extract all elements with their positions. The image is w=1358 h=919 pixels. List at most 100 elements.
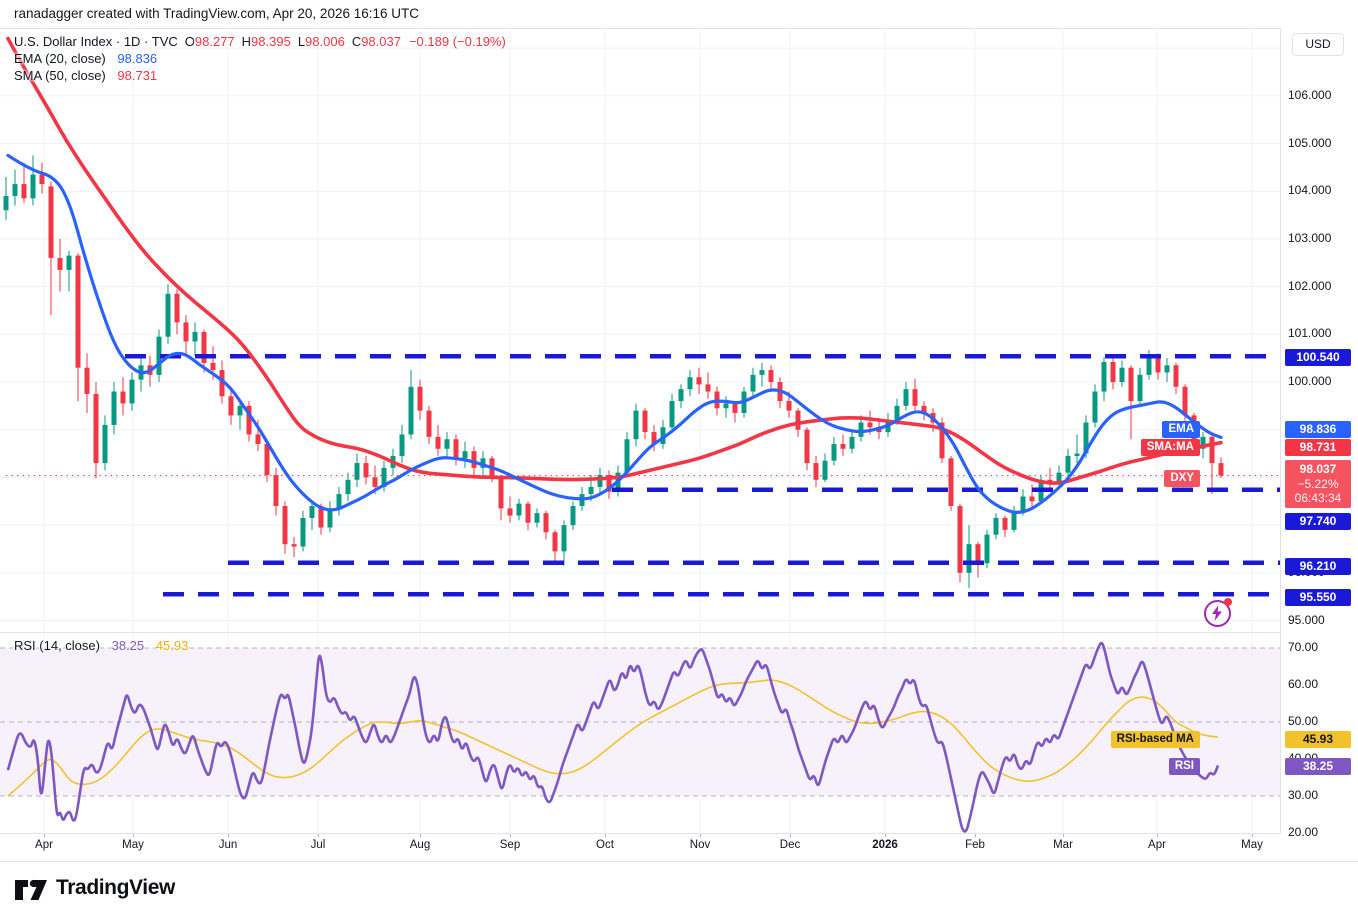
dxy-tag: DXY (1164, 469, 1200, 487)
time-axis-label: Sep (499, 839, 521, 851)
time-axis-tick (975, 833, 976, 837)
ema-legend-label[interactable]: EMA (20, close) (14, 51, 106, 66)
rsi-legend-value: 38.25 (111, 638, 145, 653)
chart-area[interactable]: U.S. Dollar Index · 1D · TVC O98.277 H98.3… (0, 28, 1280, 833)
ema-tag: EMA (1162, 420, 1200, 438)
rsi-axis-tick: 70.00 (1288, 640, 1319, 654)
time-axis-label: Apr (1148, 839, 1166, 851)
flash-icon[interactable] (1204, 598, 1232, 627)
ohlc-key: L (297, 34, 306, 49)
rsi-line (6, 641, 1220, 833)
time-axis-tick (133, 833, 134, 837)
level-label-96210: 96.210 (1285, 557, 1351, 575)
change-value: −0.189 (−0.19%) (408, 34, 506, 49)
currency-button[interactable]: USD (1292, 33, 1344, 56)
price-axis-tick: 106.000 (1288, 87, 1332, 102)
last-price-label: 98.037 −5.22% 06:43:34 (1285, 460, 1351, 508)
time-axis-tick (228, 833, 229, 837)
time-axis-tick (1063, 833, 1064, 837)
time-axis-label: Feb (965, 839, 985, 851)
time-axis-label: Oct (596, 839, 614, 851)
time-axis-tick (1157, 833, 1158, 837)
time-axis-label: May (1241, 839, 1263, 851)
price-axis-tick: 101.000 (1288, 326, 1332, 341)
time-axis-tick (885, 833, 886, 837)
sma-value-label: 98.731 (1285, 438, 1351, 456)
time-axis-label: Apr (35, 839, 53, 851)
price-axis-tick: 102.000 (1288, 278, 1332, 293)
price-axis-tick: 105.000 (1288, 135, 1332, 150)
time-axis-label: Mar (1053, 839, 1073, 851)
rsi-axis-tick: 50.00 (1288, 714, 1319, 728)
footer-bar: TradingView (0, 862, 1358, 919)
level-label-97740: 97.740 (1285, 512, 1351, 530)
tradingview-logo-icon (15, 879, 47, 900)
ohlc-values: O98.277 H98.395 L98.006 C98.037 (178, 34, 401, 49)
rsi-legend: RSI (14, close) 38.25 45.93 (14, 637, 188, 654)
time-axis-tick (44, 833, 45, 837)
rsi-axis-tick: 60.00 (1288, 677, 1319, 691)
ohlc-key: O (184, 34, 195, 49)
ohlc-value: 98.395 (251, 34, 291, 49)
rsi-ma-value-label: 45.93 (1285, 730, 1351, 748)
time-axis-label: Aug (409, 839, 431, 851)
ema-line (6, 153, 1223, 514)
time-axis-label: Jun (218, 839, 238, 851)
notification-dot-icon (1224, 598, 1232, 606)
axis-divider (1280, 28, 1281, 860)
time-axis-tick (1252, 833, 1253, 837)
chart-canvas[interactable] (0, 28, 1280, 833)
time-axis-label: Nov (689, 839, 711, 851)
sma-line (6, 36, 1223, 485)
top-divider (0, 28, 1358, 29)
price-axis-tick: 100.000 (1288, 374, 1332, 388)
rsi-ma-legend-value: 45.93 (155, 638, 189, 653)
time-axis-tick (605, 833, 606, 837)
candles-layer (3, 155, 1224, 589)
rsi-axis-tick: 30.00 (1288, 788, 1319, 802)
ohlc-value: 98.277 (194, 34, 235, 49)
sma-tag: SMA:MA (1140, 438, 1200, 456)
ohlc-value: 98.006 (305, 34, 345, 49)
time-axis-label: Dec (779, 839, 801, 851)
level-label-95550: 95.550 (1285, 588, 1351, 606)
time-axis-tick (420, 833, 421, 837)
sma-legend-value: 98.731 (117, 68, 158, 83)
ohlc-key: C (351, 34, 362, 49)
time-axis[interactable]: Apr May Jun Jul Aug Sep Oct Nov Dec 2026 Feb Mar Apr… (0, 833, 1358, 861)
pane-divider[interactable] (0, 632, 1358, 633)
tradingview-wordmark: TradingView (56, 876, 175, 899)
lightning-bolt-icon (1212, 605, 1222, 621)
tradingview-logo[interactable]: TradingView (14, 874, 175, 902)
price-axis-tick: 95.000 (1288, 612, 1325, 627)
ohlc-value: 98.037 (361, 34, 401, 49)
rsi-value-label: 38.25 (1285, 757, 1351, 775)
rsi-axis-tick: 20.00 (1288, 825, 1319, 839)
footer-divider (0, 861, 1358, 862)
rsi-ma-line (7, 679, 1219, 797)
time-axis-tick (510, 833, 511, 837)
flash-ring-icon (1204, 600, 1231, 627)
time-axis-label: 2026 (872, 839, 898, 851)
price-axis-tick: 104.000 (1288, 183, 1332, 198)
ohlc-key: H (241, 34, 252, 49)
rsi-legend-label[interactable]: RSI (14, close) (14, 638, 100, 653)
gridlines (0, 28, 1280, 833)
watermark: ranadagger created with TradingView.com,… (14, 6, 419, 21)
symbol-title[interactable]: U.S. Dollar Index · 1D · TVC (14, 34, 178, 49)
time-axis-tick (790, 833, 791, 837)
time-axis-label: May (122, 839, 144, 851)
ema-legend-value: 98.836 (117, 51, 158, 66)
time-axis-divider (0, 833, 1358, 834)
price-legend: U.S. Dollar Index · 1D · TVC O98.277 H98.3… (14, 33, 506, 84)
sma-legend-label[interactable]: SMA (50, close) (14, 68, 106, 83)
price-axis[interactable]: USD 106.000 105.000 104.000 103.000 102.000 1… (1281, 28, 1358, 860)
time-axis-tick (700, 833, 701, 837)
rsi-ma-tag: RSI-based MA (1110, 730, 1200, 748)
time-axis-tick (318, 833, 319, 837)
ema-value-label: 98.836 (1285, 420, 1351, 438)
price-axis-tick: 103.000 (1288, 230, 1332, 245)
level-label-100540: 100.540 (1285, 348, 1351, 366)
time-axis-label: Jul (310, 839, 326, 851)
